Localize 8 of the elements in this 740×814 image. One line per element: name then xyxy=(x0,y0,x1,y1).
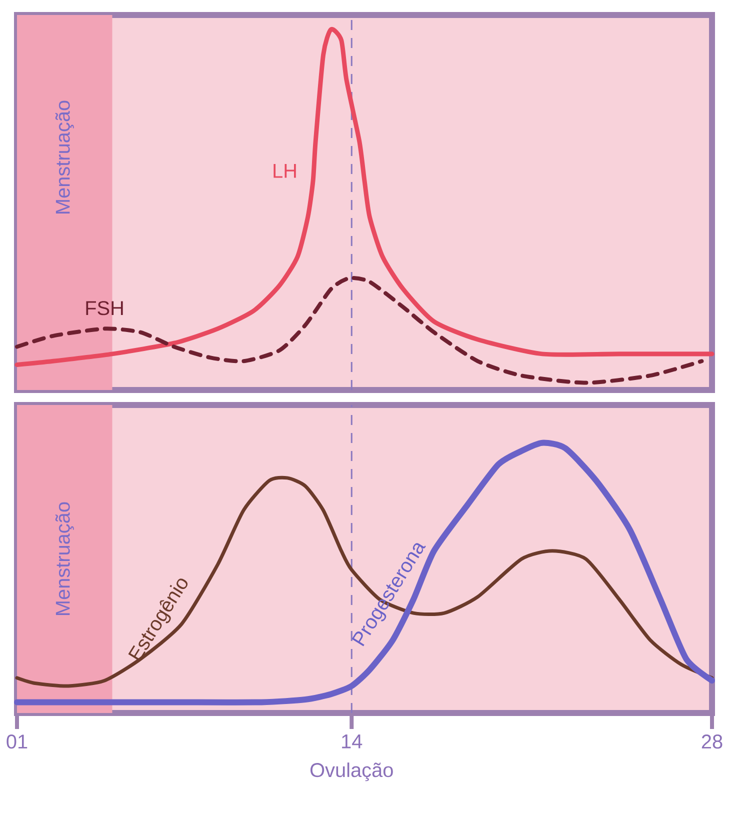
x-tick-label: 01 xyxy=(6,734,28,749)
band-label: Menstruação xyxy=(55,100,74,214)
series-label: FSH xyxy=(86,301,123,316)
series-label: LH xyxy=(274,164,296,178)
ref-line-label: Ovulação xyxy=(310,762,393,782)
x-tick-label: 28 xyxy=(702,734,722,749)
x-tick-label: 14 xyxy=(342,734,362,748)
band-label: Menstruação xyxy=(55,502,74,615)
